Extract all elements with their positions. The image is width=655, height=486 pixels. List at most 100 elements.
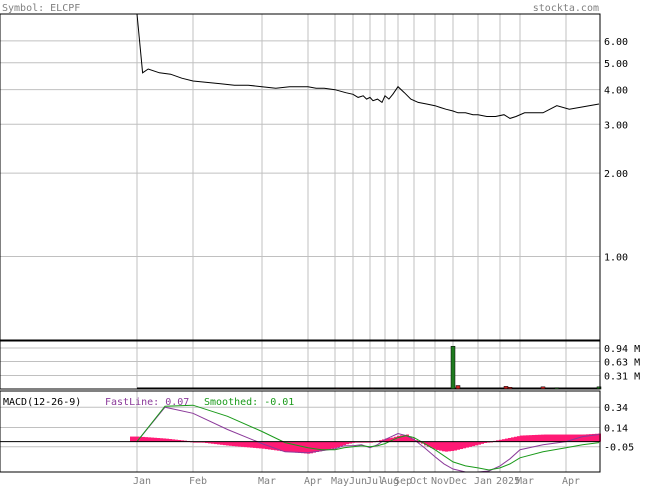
- volume-axis-ticks: 0.94 M 0.63 M 0.31 M: [604, 344, 640, 382]
- macd-hist-bar: [424, 441, 427, 446]
- macd-hist-bar: [592, 433, 595, 442]
- macd-hist-bar: [460, 441, 463, 450]
- macd-hist-bar: [280, 441, 283, 452]
- volume-tick-label: 0.94 M: [604, 344, 640, 355]
- x-tick-label: 2025: [496, 476, 520, 486]
- macd-hist-bar: [526, 435, 529, 442]
- macd-hist-bar: [244, 441, 247, 448]
- macd-hist-bar: [388, 438, 391, 442]
- macd-grid: [0, 391, 600, 472]
- macd-hist-bar: [583, 434, 586, 442]
- macd-hist-bar: [430, 441, 433, 448]
- macd-hist-bar: [505, 438, 508, 442]
- symbol-label: Symbol: ELCPF: [2, 3, 80, 14]
- macd-hist-bar: [511, 437, 514, 442]
- macd-hist-bar: [316, 441, 319, 452]
- macd-hist-bar: [529, 435, 532, 442]
- macd-hist-bar: [229, 441, 232, 446]
- macd-hist-bar: [385, 438, 388, 442]
- macd-hist-bar: [235, 441, 238, 447]
- x-tick-label: Mar: [258, 476, 276, 486]
- macd-hist-bar: [211, 441, 214, 444]
- macd-hist-bar: [433, 441, 436, 449]
- macd-hist-bar: [442, 441, 445, 452]
- macd-hist-bar: [595, 433, 598, 442]
- macd-hist-bar: [574, 434, 577, 442]
- macd-hist-bar: [586, 434, 589, 442]
- macd-hist-bar: [295, 441, 298, 453]
- macd-hist-bar: [550, 434, 553, 442]
- x-tick-label: Aug: [381, 476, 399, 486]
- macd-hist-bar: [256, 441, 259, 449]
- macd-hist-bar: [451, 441, 454, 451]
- macd-hist-bar: [580, 434, 583, 442]
- macd-hist-bar: [343, 441, 346, 445]
- price-panel: 6.00 5.00 4.00 3.00 2.00 1.00: [0, 13, 628, 341]
- macd-hist-bar: [130, 436, 133, 442]
- macd-hist-bar: [328, 441, 331, 450]
- macd-hist-bar: [160, 438, 163, 442]
- macd-title: MACD(12-26-9): [3, 397, 81, 408]
- macd-hist-bar: [406, 434, 409, 442]
- macd-hist-bar: [298, 441, 301, 453]
- x-tick-label: Apr: [304, 476, 322, 486]
- macd-hist-bar: [409, 436, 412, 442]
- price-frame: [0, 13, 601, 341]
- macd-hist-bar: [292, 441, 295, 453]
- macd-hist-bar: [163, 438, 166, 442]
- macd-hist-bar: [220, 441, 223, 445]
- macd-tick-label: 0.34: [604, 403, 628, 414]
- volume-tick-label: 0.63 M: [604, 358, 640, 369]
- macd-hist-bar: [559, 434, 562, 442]
- macd-hist-bar: [436, 441, 439, 450]
- macd-hist-bar: [250, 441, 253, 448]
- macd-hist-bar: [508, 437, 511, 442]
- price-tick-label: 5.00: [604, 59, 628, 70]
- macd-hist-bar: [268, 441, 271, 450]
- macd-hist-bar: [568, 434, 571, 442]
- macd-hist-bar: [232, 441, 235, 447]
- macd-hist-bar: [319, 441, 322, 452]
- macd-hist-bar: [397, 435, 400, 442]
- macd-hist-bar: [427, 441, 430, 447]
- macd-smoothed-legend: Smoothed: -0.01: [204, 397, 294, 408]
- macd-hist-bar: [547, 434, 550, 442]
- macd-hist-bar: [358, 441, 361, 443]
- x-tick-label: Apr: [562, 476, 580, 486]
- macd-hist-bar: [313, 441, 316, 453]
- macd-hist-bar: [331, 441, 334, 449]
- macd-hist-bar: [520, 435, 523, 442]
- macd-hist-bar: [253, 441, 256, 448]
- macd-hist-bar: [133, 436, 136, 442]
- macd-hist-bar: [475, 441, 478, 446]
- macd-hist-bar: [589, 434, 592, 442]
- macd-hist-bar: [214, 441, 217, 445]
- macd-hist-bar: [379, 440, 382, 442]
- macd-fast-line: [136, 406, 600, 473]
- macd-hist-bar: [172, 439, 175, 442]
- macd-hist-bar: [226, 441, 229, 446]
- macd-hist-bar: [499, 439, 502, 442]
- macd-hist-bar: [148, 437, 151, 442]
- x-tick-label: Jan: [474, 476, 492, 486]
- macd-hist-bar: [202, 441, 205, 443]
- macd-hist-bar: [337, 441, 340, 448]
- macd-hist-bar: [403, 434, 406, 442]
- macd-hist-bar: [457, 441, 460, 450]
- macd-hist-bar: [355, 441, 358, 443]
- macd-hist-bar: [472, 441, 475, 447]
- macd-hist-bar: [544, 434, 547, 442]
- volume-panel: 0.94 M 0.63 M 0.31 M: [0, 340, 640, 390]
- macd-fast-legend: FastLine: 0.07: [105, 397, 189, 408]
- macd-hist-bar: [496, 440, 499, 442]
- price-line: [136, 13, 600, 119]
- macd-histogram: [130, 433, 601, 454]
- price-tick-label: 3.00: [604, 120, 628, 131]
- macd-hist-bar: [259, 441, 262, 449]
- macd-hist-bar: [535, 434, 538, 442]
- macd-hist-bar: [400, 435, 403, 442]
- macd-hist-bar: [205, 441, 208, 444]
- macd-hist-bar: [142, 436, 145, 442]
- macd-hist-bar: [340, 441, 343, 447]
- x-tick-label: Jun: [349, 476, 367, 486]
